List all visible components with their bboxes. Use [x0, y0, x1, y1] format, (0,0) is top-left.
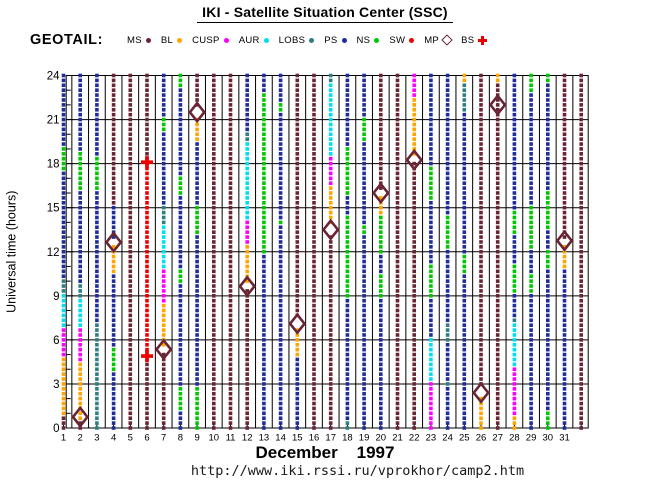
ns-dot-icon [374, 37, 380, 43]
y-tick-label: 3 [53, 379, 59, 391]
legend-item-label: LOBS [278, 34, 306, 46]
cusp-dot-icon [223, 37, 229, 43]
legend-item-BS: BS [461, 34, 488, 46]
legend-item-label: BS [461, 34, 475, 46]
x-tick-label: 27 [492, 433, 503, 444]
mp-crossing-diamond-icon [555, 229, 574, 252]
x-tick-label: 16 [309, 433, 320, 444]
ms-dot-icon [145, 37, 151, 43]
legend-items: MS BL CUSP AUR LOBS PS NS SW MP BS [127, 34, 497, 46]
plus-icon [478, 35, 488, 45]
mp-crossing-diamond-icon [321, 218, 340, 241]
x-tick-label: 13 [259, 433, 270, 444]
legend-item-SW: SW [389, 34, 415, 46]
x-tick-label: 11 [226, 433, 236, 444]
legend: GEOTAIL: MS BL CUSP AUR LOBS PS NS SW MP BS [30, 31, 497, 49]
legend-item-label: PS [324, 34, 338, 46]
aur-dot-icon [263, 37, 269, 43]
x-tick-label: 7 [161, 433, 166, 444]
x-tick-label: 29 [526, 433, 537, 444]
legend-item-LOBS: LOBS [279, 35, 315, 46]
y-tick-label: 12 [47, 247, 60, 259]
legend-item-NS: NS [357, 35, 380, 46]
y-tick-label: 18 [47, 159, 60, 171]
x-tick-label: 9 [194, 433, 199, 444]
x-tick-label: 10 [209, 433, 220, 444]
month-year-label: December 1997 [255, 443, 395, 462]
legend-item-label: CUSP [192, 34, 220, 46]
x-tick-label: 4 [111, 433, 116, 444]
legend-item-label: AUR [238, 34, 260, 46]
mp-crossing-diamond-icon [288, 312, 307, 335]
bs-crossing-plus-icon [141, 156, 153, 169]
x-tick-label: 8 [178, 433, 183, 444]
bl-dot-icon [177, 37, 183, 43]
legend-item-label: MS [127, 34, 142, 46]
legend-item-label: SW [389, 34, 406, 46]
y-axis-title: Universal time (hours) [5, 191, 19, 313]
x-tick-label: 6 [144, 433, 149, 444]
x-tick-label: 15 [292, 433, 303, 444]
x-tick-label: 24 [442, 433, 453, 444]
legend-item-BL: BL [160, 34, 183, 46]
mp-crossing-diamond-icon [238, 275, 257, 298]
plot-dots [61, 73, 583, 430]
ps-dot-icon [341, 37, 347, 43]
plot-grid [63, 75, 589, 429]
mp-crossing-diamond-icon [405, 148, 424, 172]
mp-crossing-diamond-icon [188, 101, 206, 124]
mp-crossing-diamond-icon [472, 381, 490, 404]
x-tick-label: 19 [359, 433, 370, 444]
sw-dot-icon [409, 37, 415, 43]
mp-crossing-diamond-icon [154, 338, 173, 361]
x-tick-label: 2 [78, 433, 83, 444]
lobs-dot-icon [309, 37, 315, 43]
legend-item-label: BL [160, 34, 174, 46]
header: IKI - Satellite Situation Center (SSC) [0, 4, 650, 23]
x-tick-label: 5 [128, 433, 133, 444]
y-tick-label: 24 [47, 71, 60, 83]
satellite-label: GEOTAIL: [30, 32, 103, 48]
mp-crossing-diamond-icon [71, 405, 90, 429]
x-tick-label: 23 [426, 433, 437, 444]
legend-item-AUR: AUR [239, 35, 269, 46]
x-tick-label: 17 [325, 433, 336, 444]
legend-item-label: MP [424, 34, 440, 46]
bs-crossing-plus-icon [141, 350, 153, 363]
x-tick-label: 31 [559, 433, 570, 444]
x-tick-label: 28 [509, 433, 520, 444]
mp-crossing-diamond-icon [371, 181, 390, 205]
boundary-crossing-markers [71, 93, 574, 429]
x-tick-label: 20 [376, 433, 387, 444]
mp-crossing-diamond-icon [104, 231, 123, 254]
page-title: IKI - Satellite Situation Center (SSC) [197, 4, 453, 23]
x-tick-label: 12 [242, 433, 253, 444]
y-tick-label: 0 [53, 423, 59, 435]
y-tick-label: 21 [47, 115, 60, 127]
x-tick-label: 21 [392, 433, 403, 444]
x-tick-label: 25 [459, 433, 470, 444]
x-tick-label: 18 [342, 433, 353, 444]
x-tick-label: 14 [275, 433, 286, 444]
legend-item-MS: MS [127, 35, 151, 46]
mp-crossing-diamond-icon [488, 93, 507, 116]
legend-item-CUSP: CUSP [192, 35, 229, 46]
legend-item-PS: PS [324, 34, 347, 46]
x-tick-label: 3 [94, 433, 99, 444]
x-tick-label: 22 [409, 433, 420, 444]
legend-item-MP: MP [424, 34, 453, 46]
y-tick-label: 6 [53, 335, 59, 347]
url-label: http://www.iki.rssi.ru/vprokhor/camp2.ht… [190, 463, 525, 479]
x-tick-label: 1 [61, 433, 66, 444]
x-tick-label: 30 [543, 433, 554, 444]
y-tick-label: 9 [53, 291, 59, 303]
legend-item-label: NS [356, 34, 371, 46]
y-tick-label: 15 [47, 203, 60, 215]
x-tick-label: 26 [476, 433, 487, 444]
